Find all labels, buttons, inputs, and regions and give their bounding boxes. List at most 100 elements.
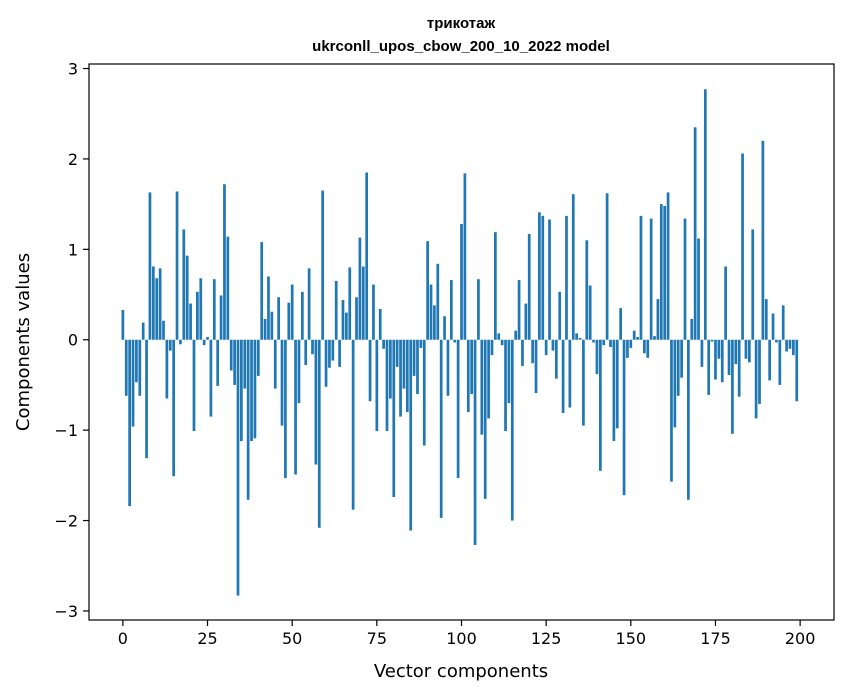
bar-47 <box>280 339 284 426</box>
bar-56 <box>311 339 314 355</box>
bar-152 <box>636 337 639 340</box>
bar-60 <box>324 339 328 387</box>
bar-196 <box>785 339 788 352</box>
bar-124 <box>541 215 545 340</box>
bar-13 <box>165 339 169 399</box>
bar-129 <box>558 291 562 340</box>
bar-128 <box>554 339 558 379</box>
bar-75 <box>375 339 379 432</box>
bar-19 <box>185 255 189 340</box>
bar-57 <box>314 339 318 465</box>
bar-31 <box>226 236 230 340</box>
x-tick-label: 50 <box>282 629 302 648</box>
x-axis-label: Vector components <box>374 661 548 682</box>
bar-16 <box>175 191 179 340</box>
bar-120 <box>527 233 531 340</box>
bar-45 <box>273 339 277 389</box>
bar-36 <box>243 339 247 389</box>
bar-160 <box>663 205 667 340</box>
bar-102 <box>466 339 470 413</box>
bar-183 <box>741 153 744 340</box>
bar-143 <box>605 193 609 340</box>
bar-51 <box>294 339 297 475</box>
bar-191 <box>768 339 772 381</box>
bar-145 <box>612 339 616 441</box>
bar-80 <box>392 339 396 498</box>
bar-180 <box>731 339 734 434</box>
bar-157 <box>653 336 656 340</box>
bar-24 <box>202 339 206 346</box>
bar-20 <box>189 303 192 340</box>
bar-33 <box>233 339 236 385</box>
bar-55 <box>307 268 311 340</box>
bar-61 <box>328 339 331 368</box>
bar-141 <box>598 339 602 471</box>
bar-74 <box>372 284 375 340</box>
bar-63 <box>334 280 338 340</box>
bar-134 <box>575 333 578 340</box>
bar-189 <box>761 140 765 340</box>
bar-103 <box>470 339 474 394</box>
bar-170 <box>697 238 700 340</box>
bar-87 <box>416 339 419 394</box>
bar-21 <box>192 339 196 432</box>
y-tick-label: 1 <box>68 240 78 259</box>
bar-62 <box>331 339 335 361</box>
bar-83 <box>402 339 406 389</box>
chart-title: трикотаж <box>427 15 496 32</box>
bar-182 <box>737 339 741 397</box>
bar-46 <box>277 297 280 340</box>
bar-17 <box>179 339 182 345</box>
bar-72 <box>365 172 369 340</box>
bar-153 <box>639 215 643 340</box>
bar-3 <box>131 339 135 427</box>
bar-109 <box>490 339 494 356</box>
bar-197 <box>788 339 792 349</box>
bar-100 <box>460 224 463 340</box>
bar-91 <box>429 284 433 340</box>
y-tick-label: 3 <box>68 60 78 79</box>
bar-15 <box>172 339 176 477</box>
bar-49 <box>287 302 291 340</box>
bar-41 <box>260 242 264 340</box>
bar-168 <box>690 318 694 340</box>
bar-188 <box>758 339 761 404</box>
bar-190 <box>764 299 768 340</box>
bar-35 <box>240 339 243 441</box>
bar-114 <box>507 339 511 404</box>
bar-12 <box>162 320 165 340</box>
bar-98 <box>453 339 457 343</box>
bar-140 <box>595 339 599 375</box>
bar-59 <box>321 190 325 340</box>
bar-136 <box>582 339 585 426</box>
bar-119 <box>524 303 528 340</box>
x-tick-label: 200 <box>785 629 816 648</box>
bar-5 <box>138 339 142 396</box>
bar-38 <box>250 339 253 441</box>
bar-187 <box>754 339 758 419</box>
bar-34 <box>236 339 240 596</box>
bar-184 <box>744 339 748 359</box>
bar-111 <box>497 333 501 340</box>
bar-163 <box>673 339 677 428</box>
bar-84 <box>405 339 409 413</box>
bar-2 <box>128 339 131 507</box>
y-tick-label: 0 <box>68 331 78 350</box>
bar-116 <box>514 330 518 340</box>
bar-169 <box>693 127 697 340</box>
bar-64 <box>338 339 341 367</box>
bar-162 <box>670 339 673 482</box>
bar-44 <box>270 311 274 340</box>
bars-group <box>121 89 799 596</box>
bar-43 <box>267 276 270 340</box>
bar-123 <box>538 212 541 340</box>
bar-42 <box>263 318 267 340</box>
bar-133 <box>571 194 575 340</box>
bar-48 <box>284 339 287 479</box>
bar-126 <box>548 219 551 340</box>
bar-173 <box>707 339 711 395</box>
bar-66 <box>345 312 348 340</box>
bar-156 <box>649 218 653 340</box>
bar-69 <box>355 297 358 340</box>
bar-88 <box>419 339 423 348</box>
